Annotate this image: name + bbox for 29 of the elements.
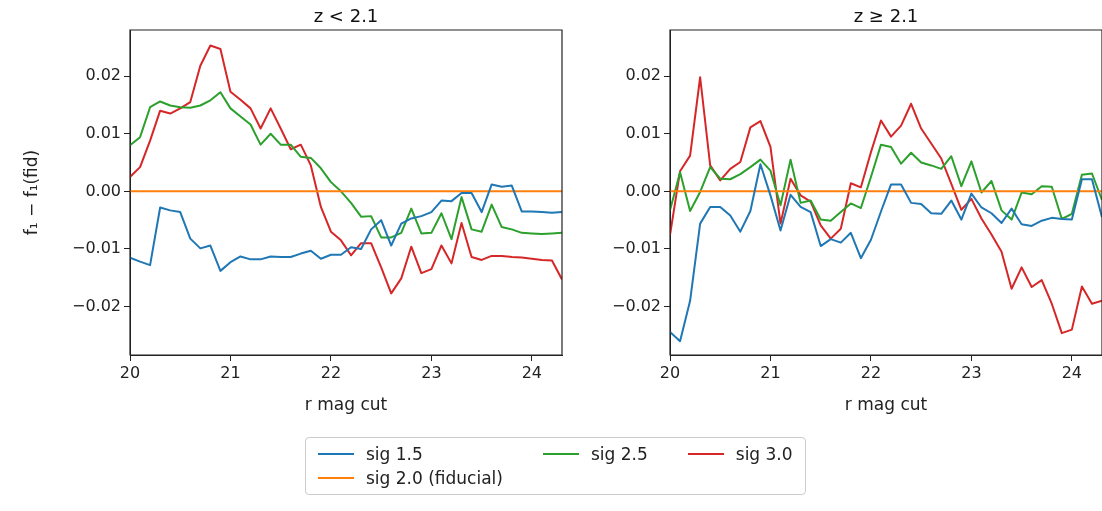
legend-label: sig 1.5 — [366, 444, 423, 464]
x-tick-label: 24 — [521, 362, 543, 382]
legend-label: sig 2.5 — [590, 444, 648, 464]
legend-label: sig 2.0 (fiducial) — [366, 468, 503, 488]
chart-title: z ≥ 2.1 — [853, 4, 919, 26]
x-tick-label: 23 — [961, 362, 982, 382]
x-tick-label: 22 — [320, 362, 342, 382]
x-axis-title: r mag cut — [844, 394, 928, 415]
y-tick-label: −0.01 — [71, 238, 121, 258]
y-tick-label: 0.00 — [625, 180, 661, 200]
y-axis-title: f₁ − f₁(fid) — [20, 149, 41, 236]
chart-title: z < 2.1 — [313, 4, 379, 26]
y-tick-label: −0.02 — [71, 295, 121, 315]
x-tick-label: 21 — [760, 362, 781, 382]
x-tick-label: 22 — [860, 362, 882, 382]
y-tick-label: 0.01 — [85, 122, 121, 142]
y-tick-label: 0.01 — [625, 122, 661, 142]
y-tick-label: 0.00 — [85, 180, 121, 200]
x-tick-label: 20 — [659, 362, 681, 382]
legend-label: sig 3.0 — [735, 444, 793, 464]
y-tick-label: 0.02 — [625, 65, 661, 85]
y-tick-label: 0.02 — [85, 65, 121, 85]
x-tick-label: 23 — [421, 362, 442, 382]
x-tick-label: 21 — [220, 362, 241, 382]
x-tick-label: 20 — [119, 362, 141, 382]
y-tick-label: −0.02 — [611, 295, 661, 315]
x-axis-title: r mag cut — [304, 394, 388, 415]
y-tick-label: −0.01 — [611, 238, 661, 258]
x-tick-label: 24 — [1061, 362, 1083, 382]
